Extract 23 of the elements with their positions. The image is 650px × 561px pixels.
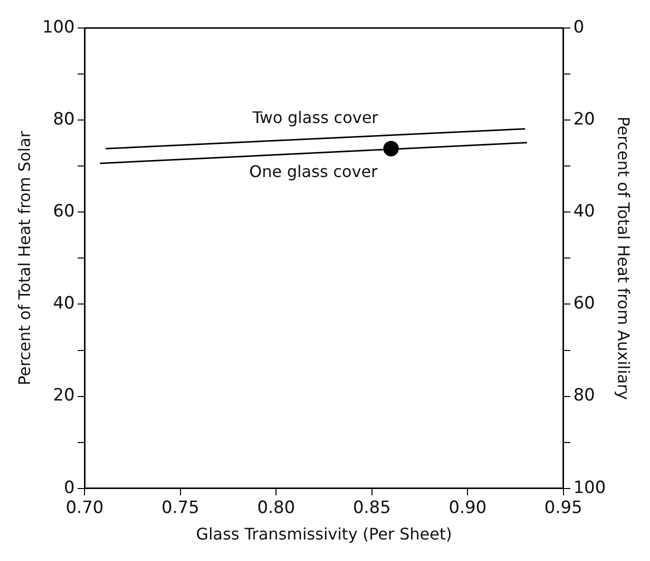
x-tick-label: 0.80 [257, 498, 296, 518]
x-tick-label: 0.95 [544, 498, 582, 518]
y2-tick-label: 40 [573, 202, 595, 222]
y2-tick-label: 60 [573, 294, 595, 314]
y2-tick-label: 80 [573, 386, 595, 406]
y2-tick-label: 20 [573, 110, 595, 130]
y-tick-label: 60 [53, 202, 75, 222]
y-tick-label: 20 [53, 386, 75, 406]
y-tick-label: 80 [53, 110, 75, 130]
x-tick-label: 0.70 [66, 498, 104, 518]
x-tick-label: 0.75 [161, 498, 200, 518]
y-tick-label: 0 [64, 478, 75, 498]
series-label: Two glass cover [252, 108, 379, 127]
x-tick-label: 0.90 [448, 498, 487, 518]
y2-tick-label: 100 [573, 478, 606, 498]
y2-tick-label: 0 [573, 17, 584, 38]
y-axis-title: Percent of Total Heat from Solar [14, 130, 34, 386]
x-axis-title: Glass Transmissivity (Per Sheet) [196, 524, 452, 544]
series-label: One glass cover [249, 162, 378, 182]
y-tick-label: 100 [42, 17, 75, 38]
y2-axis-title: Percent of Total Heat from Auxiliary [614, 116, 634, 400]
x-tick-label: 0.85 [352, 498, 391, 518]
y-tick-label: 40 [53, 294, 75, 314]
